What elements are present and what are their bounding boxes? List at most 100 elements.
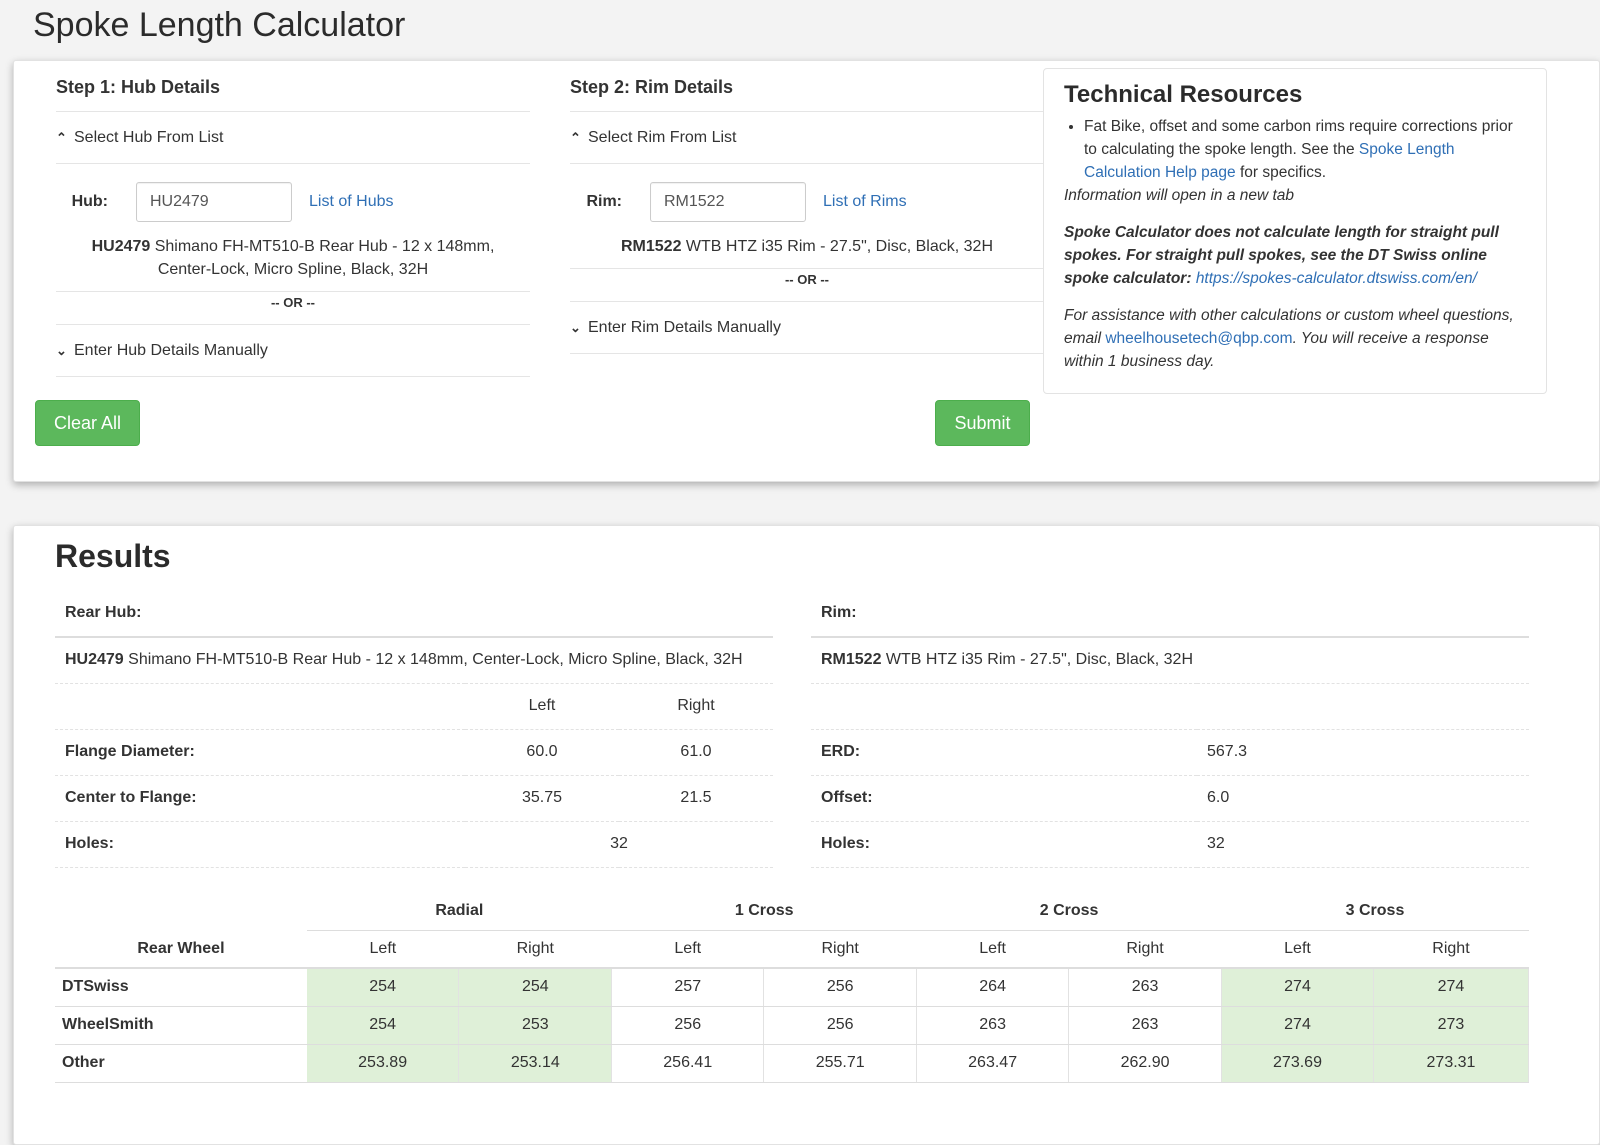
blank-cell bbox=[811, 683, 1529, 730]
rear-wheel-header: Rear Wheel bbox=[55, 930, 307, 969]
table-row bbox=[811, 683, 1529, 730]
hub-input[interactable] bbox=[136, 182, 292, 222]
sub-header: Right bbox=[1068, 930, 1222, 969]
manual-rim-toggle[interactable]: ⌄ Enter Rim Details Manually bbox=[570, 302, 1044, 354]
tech-list-item: Fat Bike, offset and some carbon rims re… bbox=[1084, 115, 1526, 184]
technical-resources-title: Technical Resources bbox=[1064, 81, 1303, 108]
row-label: Other bbox=[55, 1044, 307, 1083]
manual-hub-toggle[interactable]: ⌄ Enter Hub Details Manually bbox=[56, 325, 530, 377]
step-rim-title: Step 2: Rim Details bbox=[570, 61, 1044, 112]
table-row: WheelSmith 254 253 256 256 263 263 274 2… bbox=[55, 1006, 1530, 1045]
erd-label: ERD: bbox=[811, 729, 1197, 776]
list-of-hubs-link[interactable]: List of Hubs bbox=[309, 193, 394, 210]
hub-holes-value: 32 bbox=[465, 821, 773, 868]
table-cell: 263.47 bbox=[916, 1044, 1070, 1083]
rim-input[interactable] bbox=[650, 182, 806, 222]
table-row: Left Right bbox=[55, 683, 773, 730]
hub-result-desc: HU2479 Shimano FH-MT510-B Rear Hub - 12 … bbox=[55, 637, 773, 684]
new-tab-note: Information will open in a new tab bbox=[1064, 187, 1295, 204]
rim-field-row: Rim: List of Rims bbox=[570, 164, 1044, 232]
table-cell: 262.90 bbox=[1068, 1044, 1223, 1083]
page-title: Spoke Length Calculator bbox=[33, 6, 406, 44]
center-to-flange-label: Center to Flange: bbox=[55, 775, 465, 822]
table-cell: 253.89 bbox=[306, 1044, 460, 1083]
spoke-help-link[interactable]: Spoke Length Calculation Help page bbox=[1084, 141, 1455, 181]
table-cell: 274 bbox=[1221, 968, 1374, 1007]
offset-value: 6.0 bbox=[1197, 775, 1529, 822]
offset-label: Offset: bbox=[811, 775, 1197, 822]
manual-hub-label: Enter Hub Details Manually bbox=[74, 341, 268, 359]
blank-cell bbox=[55, 892, 307, 930]
submit-button[interactable]: Submit bbox=[935, 400, 1030, 446]
hub-result-code: HU2479 bbox=[65, 651, 124, 669]
spoke-length-table: Radial 1 Cross 2 Cross 3 Cross Rear Whee… bbox=[55, 892, 1530, 1083]
flange-diameter-label: Flange Diameter: bbox=[55, 729, 465, 776]
tech-list: Fat Bike, offset and some carbon rims re… bbox=[1064, 115, 1526, 184]
or-divider: -- OR -- bbox=[570, 269, 1044, 302]
sub-header: Left bbox=[916, 930, 1069, 969]
rim-result-code: RM1522 bbox=[821, 651, 882, 669]
assist-text-end: . You will receive a response within 1 b… bbox=[1064, 330, 1489, 370]
flange-left-value: 60.0 bbox=[465, 729, 619, 776]
table-row: Holes: 32 bbox=[55, 821, 773, 868]
clear-all-button[interactable]: Clear All bbox=[35, 400, 140, 446]
results-title: Results bbox=[55, 538, 171, 574]
table-cell: 257 bbox=[611, 968, 765, 1007]
chevron-up-icon: ⌃ bbox=[56, 129, 67, 145]
hub-code: HU2479 bbox=[91, 238, 151, 255]
table-cell: 254 bbox=[458, 968, 613, 1007]
results-panel: Results Rear Hub: HU2479 Shimano FH-MT51… bbox=[13, 525, 1600, 1145]
hub-result-desc-text: Shimano FH-MT510-B Rear Hub - 12 x 148mm… bbox=[123, 651, 743, 669]
table-cell: 274 bbox=[1221, 1006, 1374, 1045]
ctf-left-value: 35.75 bbox=[465, 775, 619, 822]
step-hub-details: Step 1: Hub Details ⌃ Select Hub From Li… bbox=[56, 61, 530, 377]
step-rim-details: Step 2: Rim Details ⌃ Select Rim From Li… bbox=[570, 61, 1044, 354]
assist-text: For assistance with other calculations o… bbox=[1064, 307, 1514, 347]
step-hub-title: Step 1: Hub Details bbox=[56, 61, 530, 112]
row-label: DTSwiss bbox=[55, 968, 307, 1007]
table-cell: 273.69 bbox=[1221, 1044, 1374, 1083]
table-row: Offset: 6.0 bbox=[811, 775, 1529, 822]
rim-description: RM1522 WTB HTZ i35 Rim - 27.5", Disc, Bl… bbox=[570, 232, 1044, 269]
assistance-note: For assistance with other calculations o… bbox=[1064, 304, 1526, 373]
table-cell: 264 bbox=[916, 968, 1070, 1007]
hub-results-table: Rear Hub: HU2479 Shimano FH-MT510-B Rear… bbox=[55, 590, 773, 868]
calculator-panel: Step 1: Hub Details ⌃ Select Hub From Li… bbox=[13, 60, 1600, 482]
table-row: Flange Diameter: 60.0 61.0 bbox=[55, 729, 773, 776]
rim-heading: Rim: bbox=[811, 590, 1529, 638]
table-cell: 256.41 bbox=[611, 1044, 765, 1083]
select-rim-label: Select Rim From List bbox=[588, 128, 737, 146]
flange-right-value: 61.0 bbox=[619, 729, 773, 776]
rim-code: RM1522 bbox=[621, 238, 682, 255]
chevron-up-icon: ⌃ bbox=[570, 129, 581, 145]
table-cell: 253.14 bbox=[458, 1044, 613, 1083]
rim-result-desc: RM1522 WTB HTZ i35 Rim - 27.5", Disc, Bl… bbox=[811, 637, 1529, 684]
group-1-cross: 1 Cross bbox=[611, 892, 917, 931]
hub-description: HU2479 Shimano FH-MT510-B Rear Hub - 12 … bbox=[56, 232, 530, 292]
rim-label: Rim: bbox=[586, 193, 622, 210]
table-cell: 253 bbox=[458, 1006, 613, 1045]
dt-swiss-link[interactable]: https://spokes-calculator.dtswiss.com/en… bbox=[1195, 270, 1477, 287]
row-label: WheelSmith bbox=[55, 1006, 307, 1045]
col-right-header: Right bbox=[619, 683, 773, 730]
tech-bullet-text: Fat Bike, offset and some carbon rims re… bbox=[1084, 118, 1513, 158]
table-cell: 255.71 bbox=[763, 1044, 918, 1083]
select-hub-toggle[interactable]: ⌃ Select Hub From List bbox=[56, 112, 530, 164]
sub-header: Right bbox=[458, 930, 612, 969]
rim-results-table: Rim: RM1522 WTB HTZ i35 Rim - 27.5", Dis… bbox=[811, 590, 1529, 868]
rim-holes-label: Holes: bbox=[811, 821, 1197, 868]
table-cell: 273.31 bbox=[1373, 1044, 1530, 1083]
table-cell: 256 bbox=[763, 1006, 918, 1045]
table-cell: 273 bbox=[1373, 1006, 1530, 1045]
erd-value: 567.3 bbox=[1197, 729, 1529, 776]
rim-result-desc-text: WTB HTZ i35 Rim - 27.5", Disc, Black, 32… bbox=[881, 651, 1193, 669]
tech-bullet-text-end: for specifics. bbox=[1235, 164, 1327, 181]
rim-holes-value: 32 bbox=[1197, 821, 1529, 868]
list-of-rims-link[interactable]: List of Rims bbox=[823, 193, 907, 210]
table-row: HU2479 Shimano FH-MT510-B Rear Hub - 12 … bbox=[55, 637, 773, 684]
hub-label: Hub: bbox=[71, 193, 108, 210]
select-hub-label: Select Hub From List bbox=[74, 128, 224, 146]
select-rim-toggle[interactable]: ⌃ Select Rim From List bbox=[570, 112, 1044, 164]
hub-heading: Rear Hub: bbox=[55, 590, 773, 638]
email-link[interactable]: wheelhousetech@qbp.com bbox=[1105, 330, 1293, 347]
